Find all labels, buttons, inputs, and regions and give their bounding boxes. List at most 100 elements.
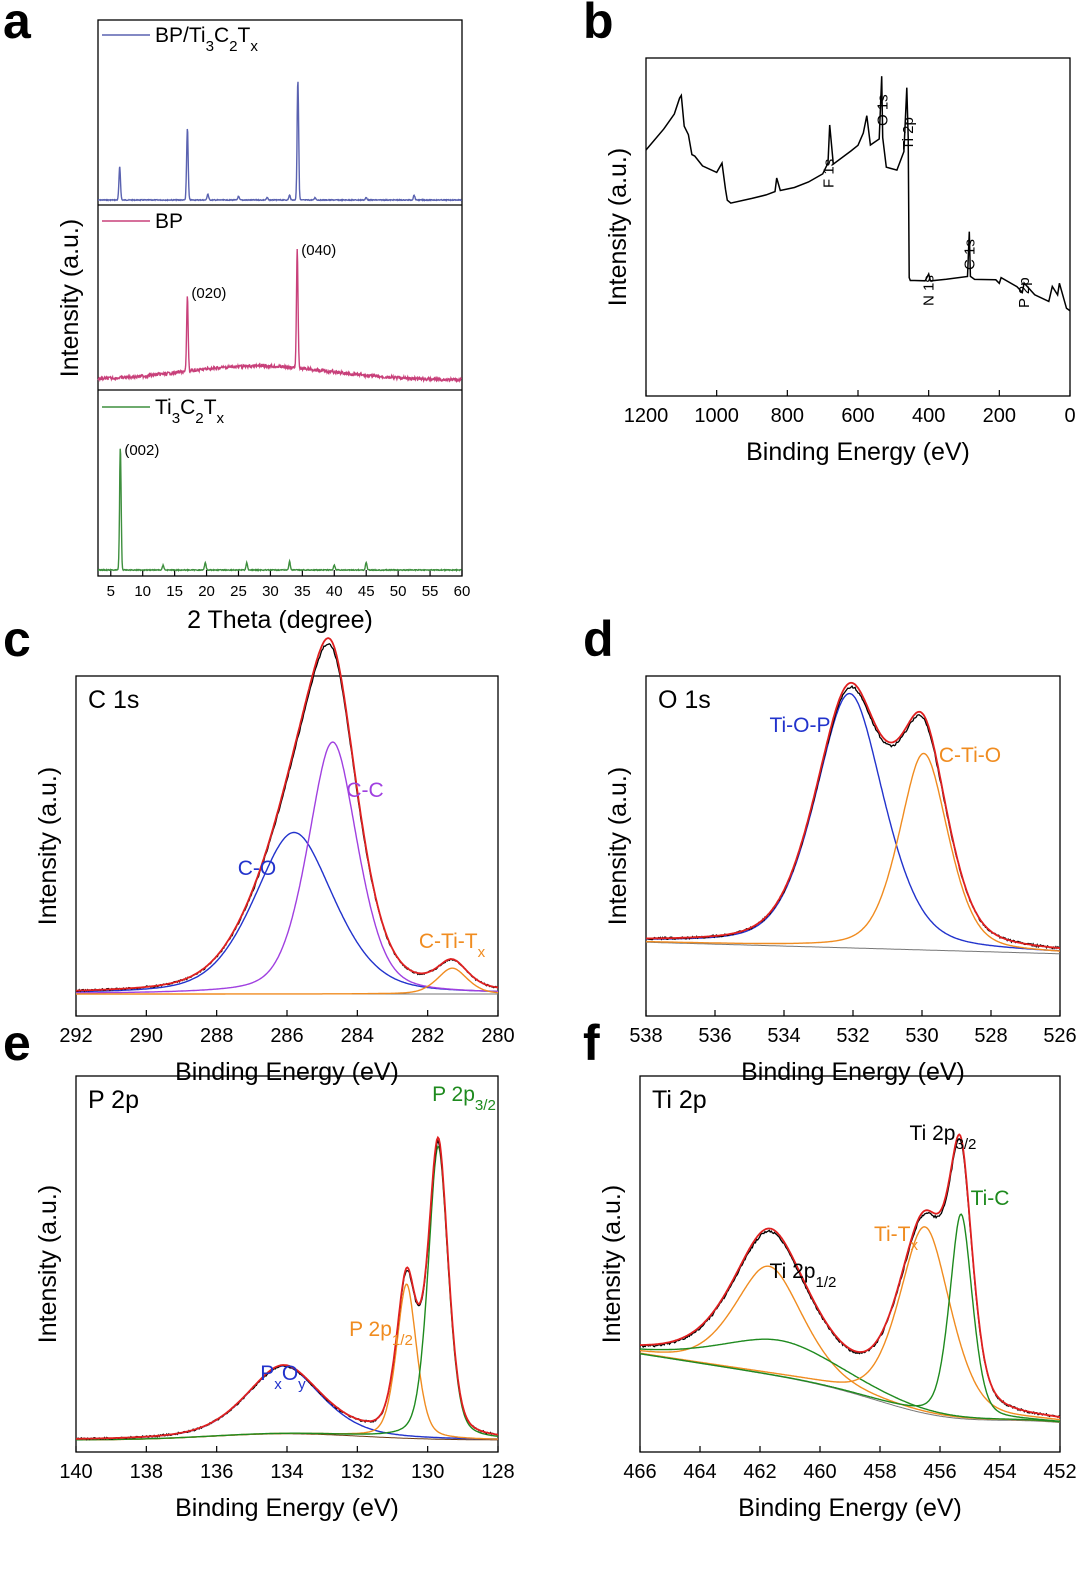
x-tick-label: 292 <box>59 1025 92 1047</box>
raw-data-line <box>75 1139 499 1441</box>
peak-label: P 2p1/2 <box>349 1318 413 1349</box>
x-tick-label: 136 <box>200 1461 233 1483</box>
x-tick-label: 288 <box>200 1025 233 1047</box>
peak-label: Ti-O-P <box>769 714 830 737</box>
x-tick-label: 55 <box>422 583 439 600</box>
label-part: T <box>238 24 251 47</box>
label-part: C-O <box>238 857 277 880</box>
label-part: C <box>214 24 229 47</box>
peak-label: P 2p3/2 <box>432 1083 496 1114</box>
component-peak-0 <box>75 831 498 993</box>
x-tick-label: 15 <box>166 583 183 600</box>
plot-frame <box>97 19 463 577</box>
panel-label-d: d <box>583 611 614 667</box>
panel-label-a: a <box>3 0 32 49</box>
x-tick-label: 458 <box>863 1461 896 1483</box>
panel-f: 466 464 462 460 458 456 454 452 Binding Energy (… <box>598 1075 1077 1522</box>
x-axis-label: 2 Theta (degree) <box>187 606 373 634</box>
label-part: P 2p <box>432 1083 475 1106</box>
x-tick-label: 600 <box>841 405 874 427</box>
label-part: C-Ti-O <box>939 744 1001 767</box>
panel-title: O 1s <box>658 686 711 714</box>
panel-label-e: e <box>3 1015 31 1071</box>
envelope-fit-line <box>76 1135 499 1440</box>
x-axis-label: Binding Energy (eV) <box>175 1494 399 1522</box>
label-part: C-Ti-T <box>419 930 478 953</box>
component-peak-1 <box>645 752 1060 952</box>
peak-annotation: Ti 2p <box>900 117 917 150</box>
panel-label-c: c <box>3 611 31 667</box>
x-tick-label: 140 <box>59 1461 92 1483</box>
x-tick-label: 200 <box>983 405 1016 427</box>
subscript: y <box>298 1376 306 1393</box>
x-tick-label: 400 <box>912 405 945 427</box>
subscript: 3/2 <box>475 1097 496 1114</box>
x-tick-label: 460 <box>803 1461 836 1483</box>
x-tick-label: 50 <box>390 583 407 600</box>
peak-annotation: F 1s <box>821 159 838 188</box>
label-part: Ti-O-P <box>769 714 830 737</box>
subscript: 2 <box>195 410 203 427</box>
x-tick-label: 462 <box>743 1461 776 1483</box>
label-part: BP/Ti <box>155 24 206 47</box>
peak-label: C-O <box>238 857 277 880</box>
plot-frame <box>75 675 499 1017</box>
series-line-2 <box>97 448 462 573</box>
panel-title: P 2p <box>88 1086 139 1114</box>
x-tick-label: 452 <box>1043 1461 1076 1483</box>
subscript: 1/2 <box>392 1332 413 1349</box>
x-tick-label: 466 <box>623 1461 656 1483</box>
panel-e: 140 138 136 134 132 130 128 Binding Energy (eV)… <box>34 1075 515 1522</box>
label-part: Ti-T <box>874 1223 911 1246</box>
peak-annotation: (020) <box>191 285 226 302</box>
raw-data-line <box>639 1137 1061 1419</box>
peak-label: Ti-C <box>971 1187 1010 1210</box>
x-tick-label: 456 <box>923 1461 956 1483</box>
panel-b: 1200 1000 800 600 400 200 0 Binding Energy (eV)… <box>604 57 1076 466</box>
panel-a: 5 10 15 20 25 30 35 40 45 50 55 60 2 Theta (degree) I… <box>56 19 471 634</box>
x-tick-label: 128 <box>481 1461 514 1483</box>
component-peak-3 <box>639 1213 1061 1423</box>
peak-label: Ti 2p1/2 <box>770 1260 837 1291</box>
envelope-fit-line <box>76 637 499 992</box>
panel-label-b: b <box>583 0 614 49</box>
raw-data-line <box>645 684 1061 950</box>
y-axis-label: Intensity (a.u.) <box>34 767 62 925</box>
panel-label-f: f <box>583 1015 600 1071</box>
component-peak-2 <box>76 1145 499 1441</box>
series-line-0 <box>97 81 463 202</box>
x-axis-label: Binding Energy (eV) <box>741 1058 965 1086</box>
subscript: x <box>250 38 258 55</box>
x-tick-label: 45 <box>358 583 375 600</box>
panel-title: C 1s <box>88 686 139 714</box>
y-axis-label: Intensity (a.u.) <box>604 767 632 925</box>
x-tick-label: 60 <box>454 583 471 600</box>
x-tick-label: 536 <box>698 1025 731 1047</box>
peak-annotation: P 2p <box>1016 277 1033 308</box>
x-tick-label: 538 <box>629 1025 662 1047</box>
panel-d: 538 536 534 532 530 528 526 Binding Energy (eV)… <box>604 675 1077 1086</box>
label-part: Ti 2p <box>910 1122 956 1145</box>
x-tick-label: 40 <box>326 583 343 600</box>
peak-label: C-Ti-O <box>939 744 1001 767</box>
y-axis-label: Intensity (a.u.) <box>598 1185 626 1343</box>
label-part: Ti <box>155 396 172 419</box>
x-tick-label: 1000 <box>694 405 739 427</box>
x-tick-label: 132 <box>341 1461 374 1483</box>
label-part: T <box>204 396 217 419</box>
x-tick-label: 30 <box>262 583 279 600</box>
subscript: x <box>217 410 225 427</box>
legend-label: Ti3C2Tx <box>155 396 225 427</box>
x-tick-label: 20 <box>198 583 215 600</box>
subscript: 2 <box>229 38 237 55</box>
subscript: 3 <box>172 410 180 427</box>
component-peak-0 <box>646 692 1061 952</box>
y-axis-label: Intensity (a.u.) <box>56 219 84 377</box>
x-tick-label: 25 <box>230 583 247 600</box>
x-tick-label: 532 <box>836 1025 869 1047</box>
series-line-1 <box>97 248 463 384</box>
x-tick-label: 290 <box>130 1025 163 1047</box>
x-tick-label: 280 <box>481 1025 514 1047</box>
plot-frame <box>645 57 1071 397</box>
